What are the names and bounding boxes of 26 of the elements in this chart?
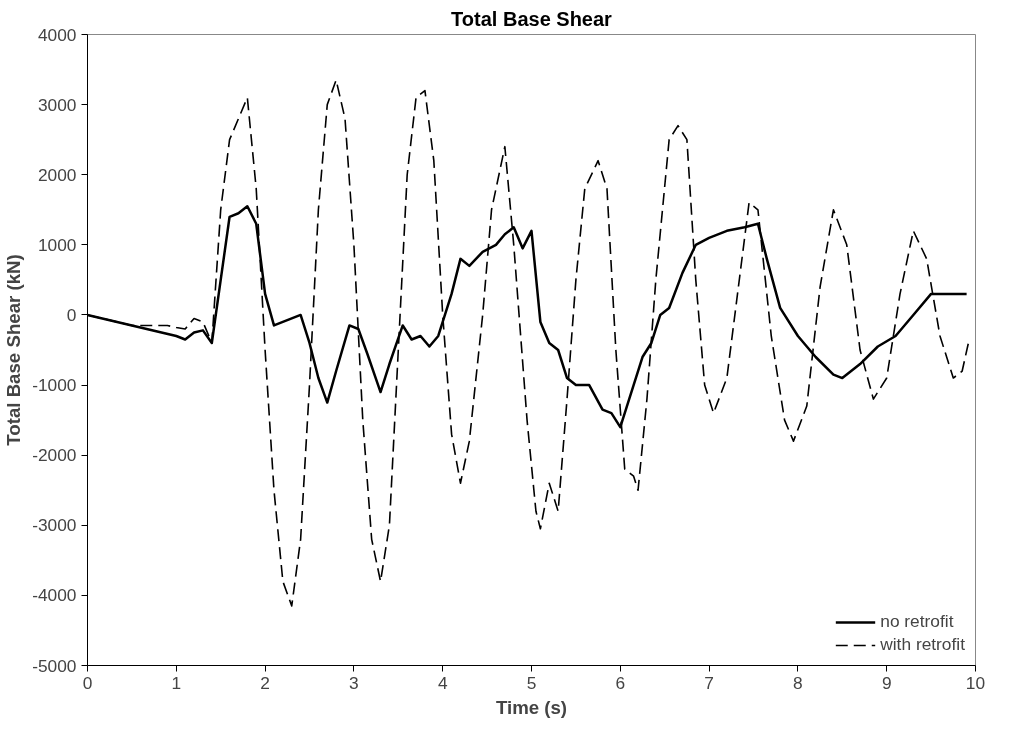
y-tick-label: -3000 <box>32 515 77 536</box>
x-tick-label: 9 <box>881 672 892 693</box>
y-tick-label: 0 <box>66 304 77 325</box>
x-tick-label: 6 <box>615 672 626 693</box>
y-tick-label: -4000 <box>32 585 77 606</box>
x-tick-label: 5 <box>526 672 537 693</box>
x-tick-label: 3 <box>349 672 359 693</box>
chart-title: Total Base Shear <box>451 7 613 30</box>
y-tick-label: 4000 <box>37 24 77 45</box>
x-tick-label: 1 <box>171 672 182 693</box>
legend-label: with retrofit <box>880 634 965 655</box>
x-tick-label: 4 <box>437 672 448 693</box>
x-tick-label: 8 <box>793 672 803 693</box>
y-tick-label: 1000 <box>37 234 77 255</box>
x-tick-label: 0 <box>82 672 93 693</box>
y-tick-label: -2000 <box>32 445 77 466</box>
x-tick-label: 2 <box>260 672 270 693</box>
y-tick-label: 2000 <box>37 164 77 185</box>
y-tick-label: 3000 <box>37 94 77 115</box>
x-axis-title: Time (s) <box>495 696 568 718</box>
legend-label: no retrofit <box>880 611 954 632</box>
x-tick-label: 10 <box>965 672 986 693</box>
y-tick-label: -5000 <box>32 655 77 676</box>
y-axis-title: Total Base Shear (kN) <box>3 254 25 446</box>
x-tick-label: 7 <box>704 672 714 693</box>
y-tick-label: -1000 <box>32 375 77 396</box>
